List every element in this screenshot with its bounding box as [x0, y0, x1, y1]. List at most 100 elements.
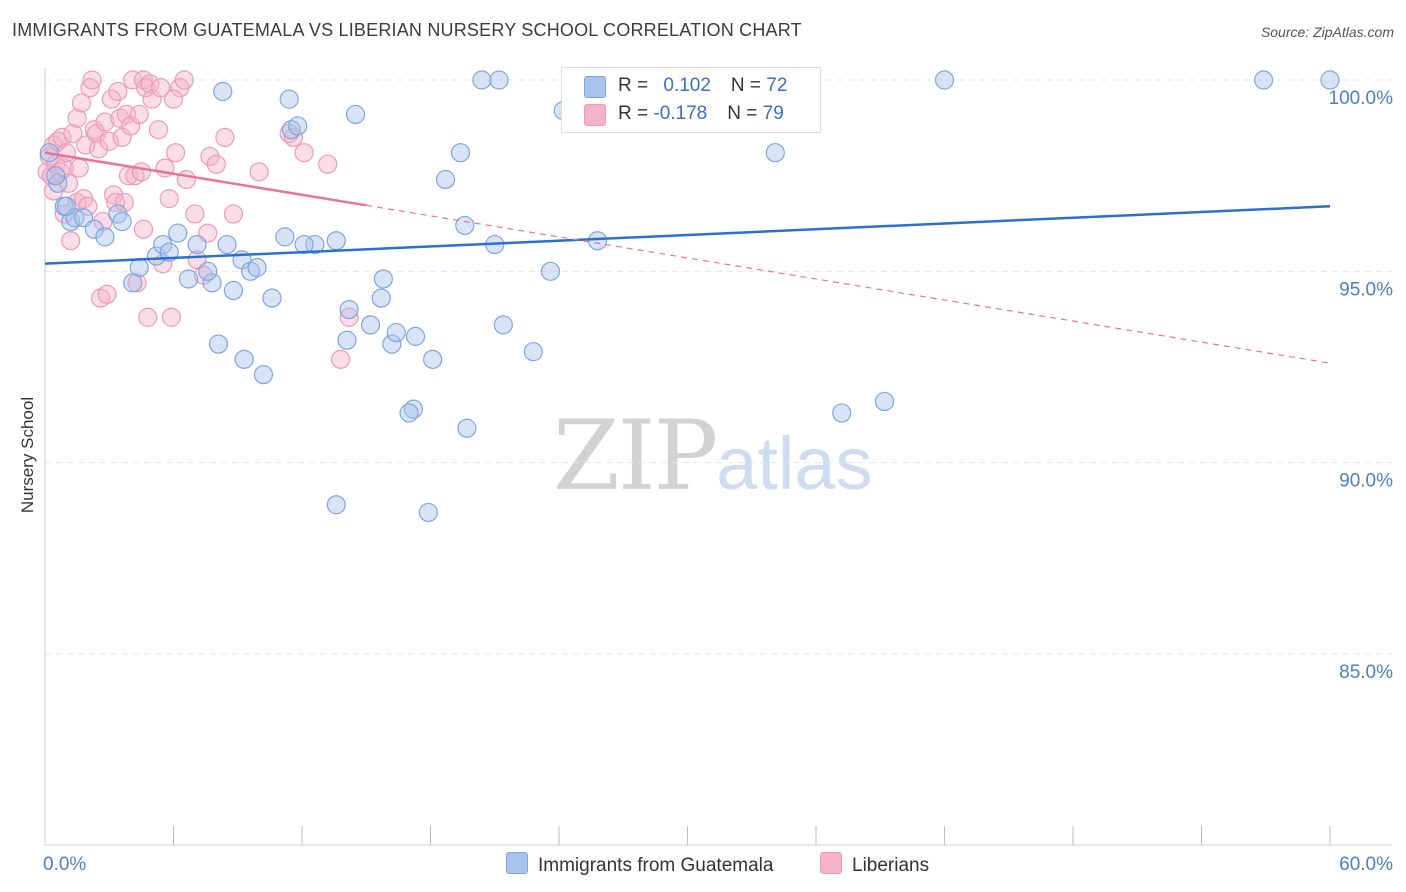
data-point-guatemala [84, 219, 104, 239]
data-point-guatemala [874, 391, 895, 412]
data-point-guatemala [187, 234, 207, 255]
data-point-liberians [200, 146, 220, 167]
data-point-guatemala [279, 89, 299, 109]
y-tick-label: 100.0% [1329, 88, 1394, 109]
data-point-liberians [176, 169, 196, 190]
data-point-liberians [174, 70, 194, 90]
data-point-guatemala [435, 169, 456, 190]
data-point-guatemala [418, 502, 438, 523]
y-tick-label: 85.0% [1339, 662, 1393, 683]
trend-line-liberians [44, 151, 367, 207]
bottom-legend-swatch-pink [820, 852, 842, 874]
data-point-liberians [133, 219, 154, 239]
trend-line-liberians-dashed [366, 204, 1331, 364]
x-tick-label: 60.0% [1339, 854, 1393, 875]
data-point-guatemala [345, 104, 366, 125]
data-point-guatemala [213, 81, 233, 102]
data-point-liberians [78, 196, 98, 216]
watermark-atlas: atlas [716, 422, 873, 505]
data-point-guatemala [123, 273, 143, 293]
bottom-legend-label: Liberians [852, 855, 930, 876]
data-point-guatemala [326, 231, 346, 251]
watermark-zip: ZIP [553, 400, 718, 512]
data-point-guatemala [202, 273, 222, 293]
legend-r-value: 0.102 [663, 75, 711, 96]
legend-r-value: -0.178 [653, 103, 708, 124]
data-point-liberians [185, 204, 205, 224]
data-point-guatemala [455, 215, 475, 236]
x-tick-label: 0.0% [43, 854, 86, 875]
data-point-liberians [69, 158, 89, 178]
bottom-legend-label: Immigrants from Guatemala [538, 855, 774, 876]
legend-n-value: 72 [766, 75, 788, 96]
data-point-guatemala [198, 261, 218, 281]
data-point-guatemala [457, 418, 477, 438]
legend-swatch-blue [584, 76, 606, 98]
data-point-liberians [80, 78, 100, 98]
data-point-liberians [140, 74, 160, 94]
data-point-liberians [148, 120, 169, 140]
data-point-guatemala [472, 70, 492, 90]
data-point-guatemala [450, 143, 471, 163]
data-point-guatemala [405, 326, 426, 346]
data-point-guatemala [253, 365, 274, 385]
y-tick-label: 90.0% [1339, 471, 1393, 492]
data-point-guatemala [371, 288, 391, 308]
data-point-liberians [56, 143, 77, 163]
data-point-liberians [206, 154, 226, 174]
data-point-liberians [108, 81, 128, 102]
legend-n-value: 79 [762, 103, 784, 124]
trend-line-guatemala [44, 205, 1331, 265]
bottom-legend-guatemala: Immigrants from Guatemala [506, 852, 773, 877]
data-point-guatemala [423, 349, 443, 369]
legend-top: R = 0.102 N = 72 R = -0.178 N = 79 [561, 67, 821, 133]
data-point-liberians [166, 143, 186, 163]
data-point-guatemala [934, 70, 955, 90]
data-point-liberians [88, 139, 109, 159]
data-point-guatemala [112, 211, 132, 232]
data-point-guatemala [305, 234, 325, 255]
data-point-liberians [138, 307, 158, 327]
watermark: ZIPatlas [553, 400, 873, 512]
data-point-guatemala [1254, 70, 1274, 90]
data-point-liberians [63, 123, 83, 144]
data-point-liberians [127, 273, 147, 293]
data-point-guatemala [95, 227, 115, 247]
data-point-guatemala [56, 196, 77, 216]
data-point-guatemala [360, 315, 381, 335]
bottom-legend-swatch-blue [506, 852, 528, 874]
data-point-guatemala [337, 330, 357, 350]
data-point-guatemala [326, 495, 346, 515]
data-point-guatemala [294, 234, 314, 255]
data-point-liberians [99, 131, 119, 151]
data-point-liberians [54, 204, 74, 224]
data-point-guatemala [587, 231, 608, 251]
data-point-liberians [71, 93, 92, 113]
data-point-guatemala [1320, 70, 1340, 90]
legend-r-label: R = [618, 75, 654, 96]
data-point-liberians [82, 70, 102, 90]
data-point-guatemala [540, 261, 561, 281]
data-point-guatemala [217, 234, 237, 255]
data-point-liberians [161, 307, 181, 327]
data-point-liberians [283, 127, 304, 147]
legend-r-label: R = [618, 103, 654, 124]
data-point-liberians [101, 89, 121, 109]
data-point-liberians [163, 89, 184, 109]
data-point-liberians [215, 127, 235, 147]
data-point-guatemala [234, 349, 254, 369]
data-point-guatemala [399, 403, 419, 423]
data-point-liberians [52, 127, 72, 147]
data-point-guatemala [339, 300, 359, 320]
data-point-liberians [114, 192, 134, 213]
data-point-guatemala [153, 234, 173, 255]
data-point-guatemala [832, 403, 852, 423]
data-point-guatemala [208, 334, 229, 354]
data-point-guatemala [46, 166, 66, 186]
data-point-liberians [97, 284, 117, 304]
data-point-guatemala [223, 280, 244, 301]
data-point-liberians [318, 154, 338, 174]
data-point-guatemala [146, 246, 166, 266]
data-point-liberians [67, 108, 87, 128]
